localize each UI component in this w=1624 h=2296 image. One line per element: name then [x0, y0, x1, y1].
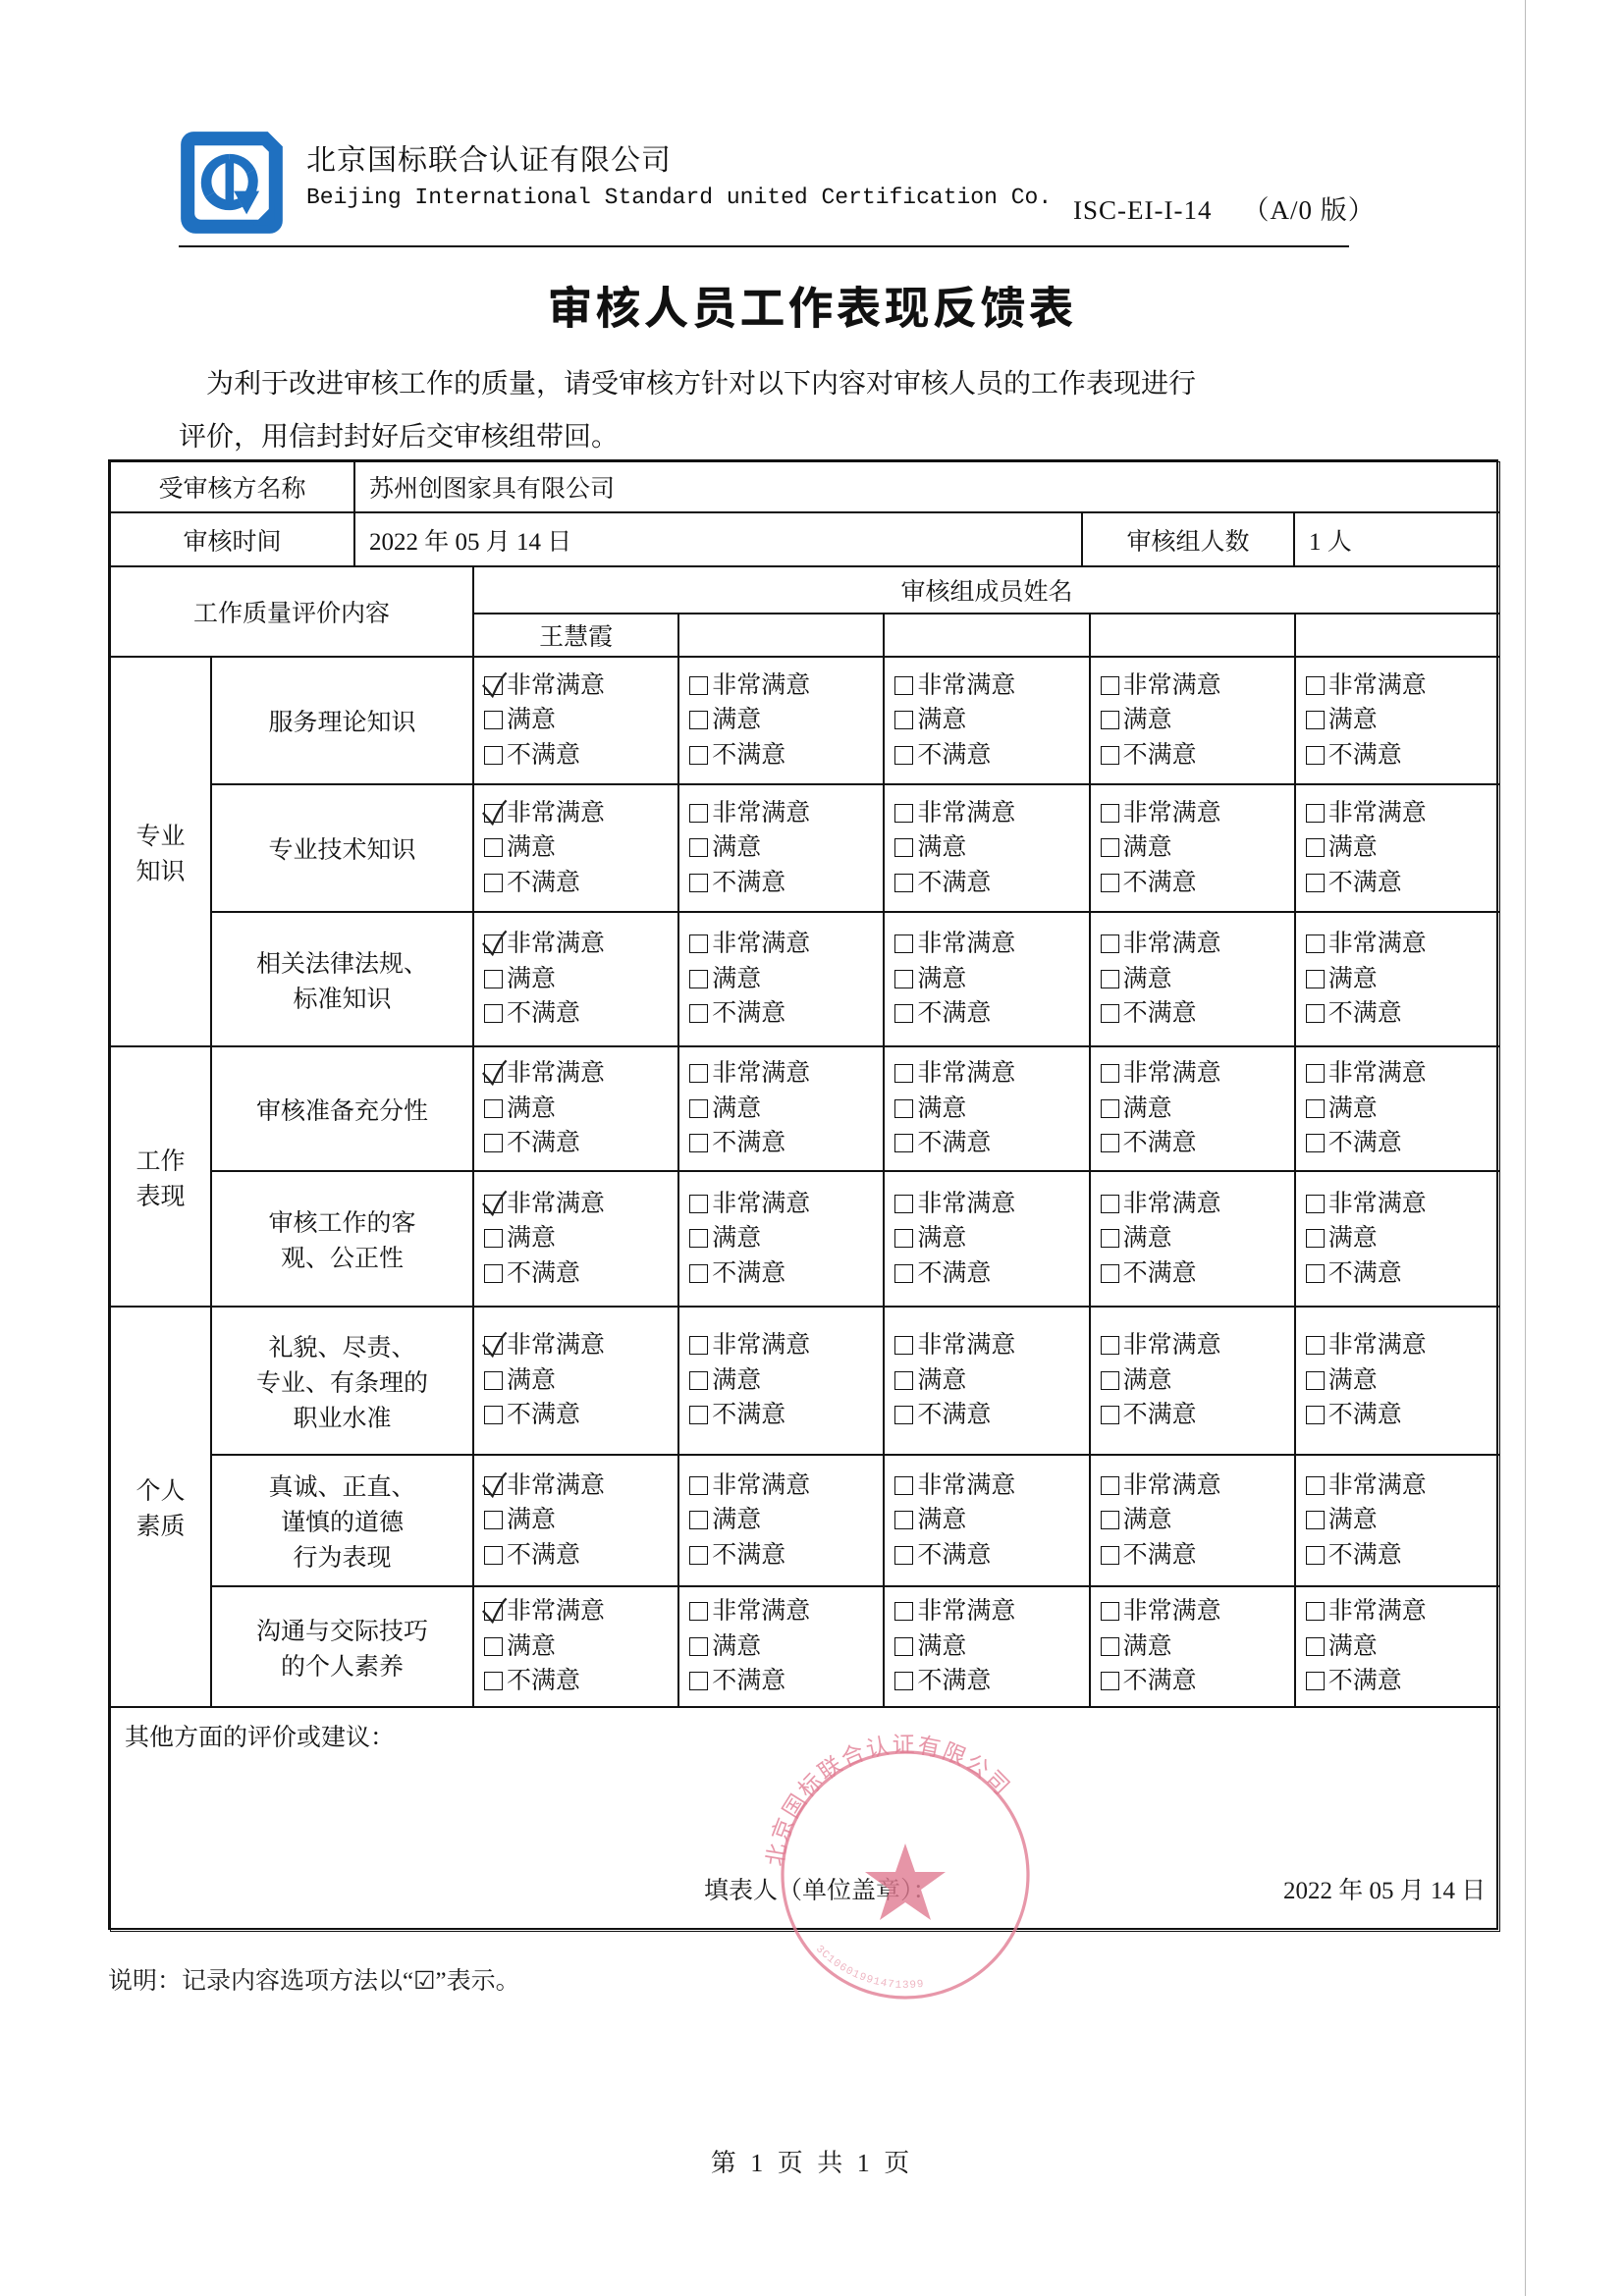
svg-text:北京国标联合认证有限公司: 北京国标联合认证有限公司 [762, 1732, 1016, 1868]
svg-text:3C10601991471399: 3C10601991471399 [813, 1944, 925, 1992]
